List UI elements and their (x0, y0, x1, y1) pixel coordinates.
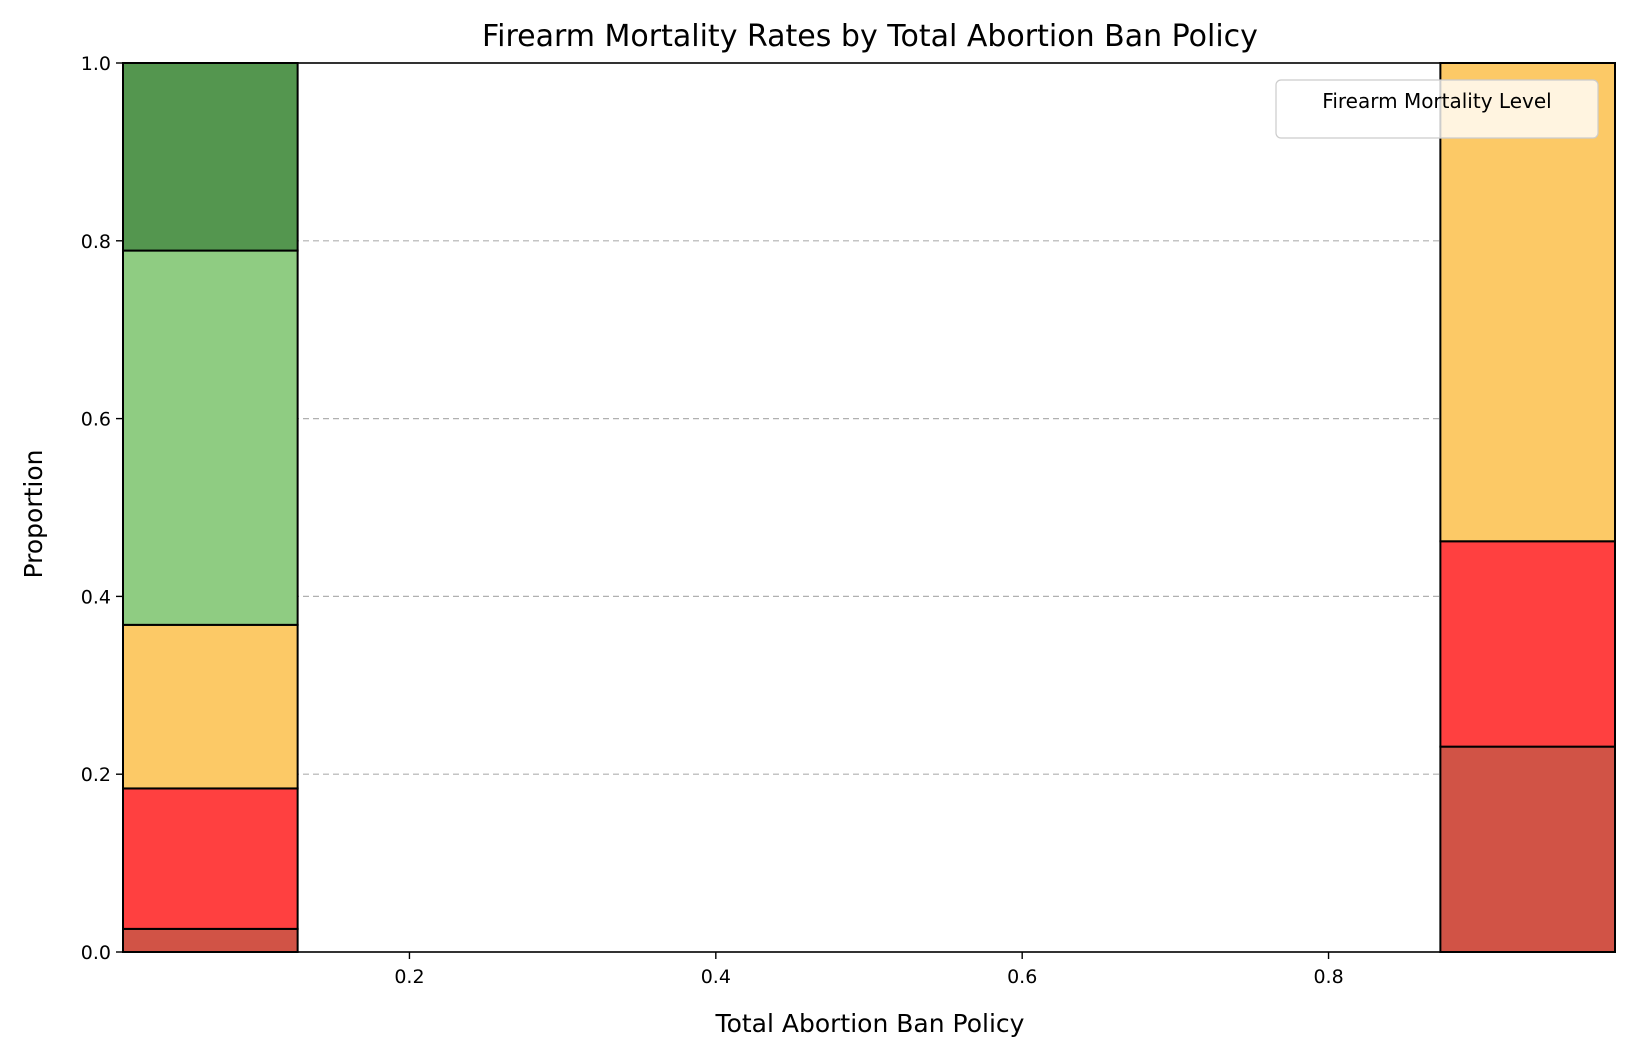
grid-lines (123, 240, 1615, 775)
y-tick-label: 0.2 (81, 764, 111, 786)
legend: Firearm Mortality Level (1275, 79, 1599, 139)
x-axis-label: Total Abortion Ban Policy (715, 1009, 1025, 1038)
bar-segment (122, 62, 299, 252)
ticks: 0.2 0.4 0.6 0.8 0.0 0.2 0.4 0.6 0.8 1.0 (81, 53, 1344, 988)
y-tick-label: 1.0 (81, 53, 111, 75)
bar-segment (122, 249, 299, 626)
y-tick-label: 0.8 (81, 231, 111, 253)
chart-title: Firearm Mortality Rates by Total Abortio… (482, 19, 1258, 54)
legend-title: Firearm Mortality Level (1322, 89, 1551, 113)
bar-segment (1439, 745, 1617, 953)
y-tick-label: 0.0 (81, 942, 111, 964)
plot-frame (122, 62, 1616, 953)
x-tick-label: 0.4 (701, 966, 731, 988)
legend-box (1275, 79, 1599, 139)
bar-segment (122, 927, 299, 953)
y-tick-label: 0.6 (81, 409, 111, 431)
bar-segment (1439, 540, 1617, 748)
bar-segment (1439, 62, 1617, 543)
x-tick-label: 0.8 (1313, 966, 1343, 988)
bars (122, 62, 1617, 953)
x-tick-label: 0.6 (1007, 966, 1037, 988)
y-tick-label: 0.4 (81, 586, 111, 608)
x-tick-label: 0.2 (394, 966, 424, 988)
bar-segment (122, 787, 299, 930)
y-axis-label: Proportion (19, 450, 48, 579)
axes (122, 62, 1616, 953)
bar-segment (122, 623, 299, 790)
